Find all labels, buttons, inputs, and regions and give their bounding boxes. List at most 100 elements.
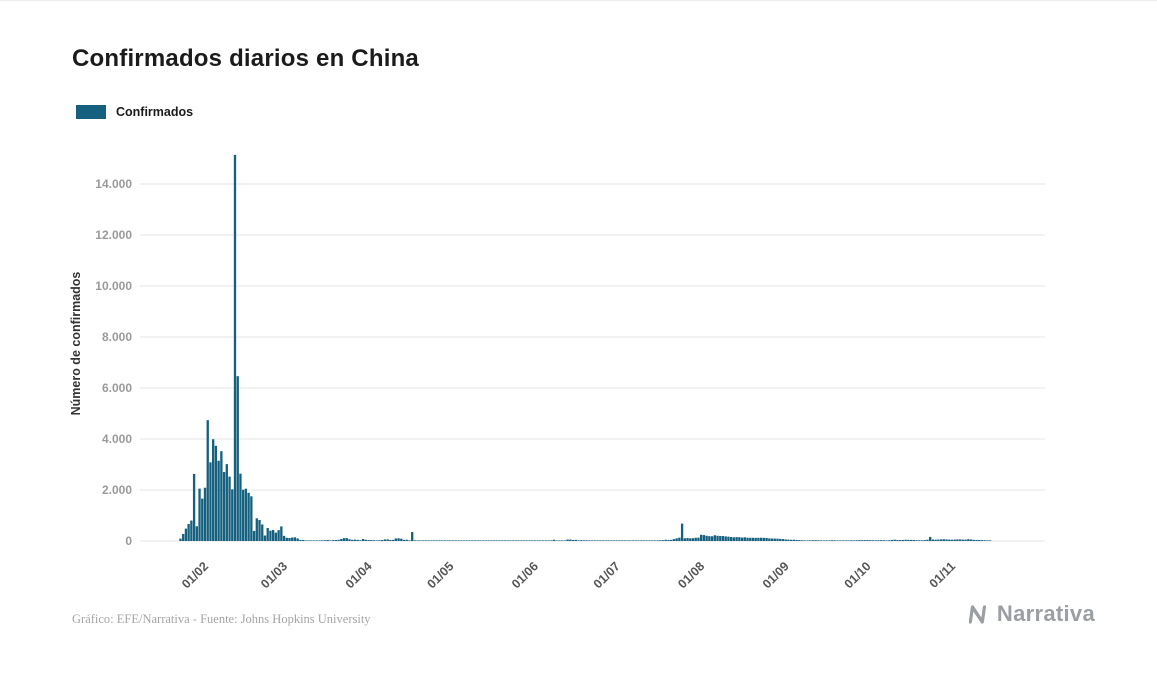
bar[interactable] bbox=[912, 540, 915, 541]
bar[interactable] bbox=[694, 537, 697, 541]
bar[interactable] bbox=[631, 540, 635, 541]
bar[interactable] bbox=[501, 540, 504, 541]
bar[interactable] bbox=[231, 489, 234, 541]
bar[interactable] bbox=[525, 540, 528, 541]
bar[interactable] bbox=[740, 537, 744, 541]
bar[interactable] bbox=[896, 540, 899, 541]
bar[interactable] bbox=[945, 539, 948, 541]
bar[interactable] bbox=[391, 539, 395, 541]
bar[interactable] bbox=[937, 539, 940, 541]
bar[interactable] bbox=[659, 540, 662, 541]
bar[interactable] bbox=[571, 539, 575, 541]
bar[interactable] bbox=[563, 540, 567, 541]
bar[interactable] bbox=[389, 539, 392, 541]
bar[interactable] bbox=[749, 537, 752, 541]
bar[interactable] bbox=[239, 473, 242, 541]
bar[interactable] bbox=[724, 536, 727, 541]
bar[interactable] bbox=[885, 540, 888, 541]
bar[interactable] bbox=[261, 524, 264, 541]
bar[interactable] bbox=[648, 540, 651, 541]
bar[interactable] bbox=[814, 540, 817, 541]
bar[interactable] bbox=[416, 540, 419, 541]
bar[interactable] bbox=[825, 540, 828, 541]
bar[interactable] bbox=[203, 487, 207, 541]
bar[interactable] bbox=[670, 539, 673, 541]
bar[interactable] bbox=[550, 540, 553, 541]
bar[interactable] bbox=[446, 540, 449, 541]
bar[interactable] bbox=[672, 539, 676, 541]
bar[interactable] bbox=[768, 538, 771, 541]
bar[interactable] bbox=[479, 540, 482, 541]
bar[interactable] bbox=[334, 540, 338, 541]
bar[interactable] bbox=[732, 537, 736, 541]
bar[interactable] bbox=[871, 540, 875, 541]
bar[interactable] bbox=[405, 539, 408, 541]
bar[interactable] bbox=[337, 539, 340, 541]
bar[interactable] bbox=[907, 539, 910, 541]
bar[interactable] bbox=[841, 540, 845, 541]
bar[interactable] bbox=[942, 539, 945, 541]
bar[interactable] bbox=[310, 540, 313, 541]
bar[interactable] bbox=[449, 540, 452, 541]
bar[interactable] bbox=[288, 537, 291, 541]
bar[interactable] bbox=[618, 540, 621, 541]
bar[interactable] bbox=[961, 539, 965, 541]
bar[interactable] bbox=[182, 533, 185, 541]
bar[interactable] bbox=[760, 537, 763, 541]
bar[interactable] bbox=[735, 537, 738, 541]
bar[interactable] bbox=[307, 540, 310, 541]
bar[interactable] bbox=[904, 539, 907, 541]
bar[interactable] bbox=[899, 540, 902, 541]
bar[interactable] bbox=[765, 537, 768, 541]
bar[interactable] bbox=[201, 498, 204, 541]
bar[interactable] bbox=[751, 537, 755, 541]
bar[interactable] bbox=[528, 540, 531, 541]
bar[interactable] bbox=[620, 540, 624, 541]
bar[interactable] bbox=[272, 529, 275, 541]
bar[interactable] bbox=[939, 539, 943, 541]
bar[interactable] bbox=[844, 540, 847, 541]
bar[interactable] bbox=[427, 540, 430, 541]
bar[interactable] bbox=[743, 537, 746, 541]
bar[interactable] bbox=[811, 540, 815, 541]
bar[interactable] bbox=[809, 540, 812, 541]
bar[interactable] bbox=[547, 540, 550, 541]
bar[interactable] bbox=[849, 540, 853, 541]
bar[interactable] bbox=[689, 538, 692, 541]
bar[interactable] bbox=[244, 488, 248, 541]
bar[interactable] bbox=[206, 420, 209, 541]
bar[interactable] bbox=[822, 540, 826, 541]
bar[interactable] bbox=[986, 540, 989, 541]
bar[interactable] bbox=[784, 539, 787, 541]
bar[interactable] bbox=[539, 540, 542, 541]
bar[interactable] bbox=[397, 538, 400, 541]
bar[interactable] bbox=[593, 540, 597, 541]
bar[interactable] bbox=[495, 540, 498, 541]
bar[interactable] bbox=[661, 540, 665, 541]
bar[interactable] bbox=[762, 537, 766, 541]
bar[interactable] bbox=[381, 540, 384, 541]
bar[interactable] bbox=[585, 540, 588, 541]
bar[interactable] bbox=[702, 535, 706, 541]
bar[interactable] bbox=[209, 462, 212, 541]
bar[interactable] bbox=[972, 539, 975, 541]
legend-item-confirmados[interactable]: Confirmados bbox=[76, 105, 193, 119]
bar[interactable] bbox=[828, 540, 831, 541]
bar[interactable] bbox=[588, 540, 591, 541]
bar[interactable] bbox=[184, 528, 188, 541]
bar[interactable] bbox=[179, 538, 182, 541]
bar[interactable] bbox=[555, 540, 558, 541]
bar[interactable] bbox=[893, 539, 896, 541]
bar[interactable] bbox=[604, 540, 607, 541]
bar[interactable] bbox=[950, 539, 954, 541]
bar[interactable] bbox=[274, 532, 278, 541]
bar[interactable] bbox=[375, 540, 378, 541]
bar[interactable] bbox=[901, 539, 905, 541]
bar[interactable] bbox=[435, 540, 438, 541]
bar[interactable] bbox=[296, 538, 299, 541]
bar[interactable] bbox=[217, 460, 220, 541]
bar[interactable] bbox=[795, 539, 798, 541]
bar[interactable] bbox=[959, 539, 962, 541]
bar[interactable] bbox=[421, 540, 425, 541]
bar[interactable] bbox=[721, 536, 725, 541]
